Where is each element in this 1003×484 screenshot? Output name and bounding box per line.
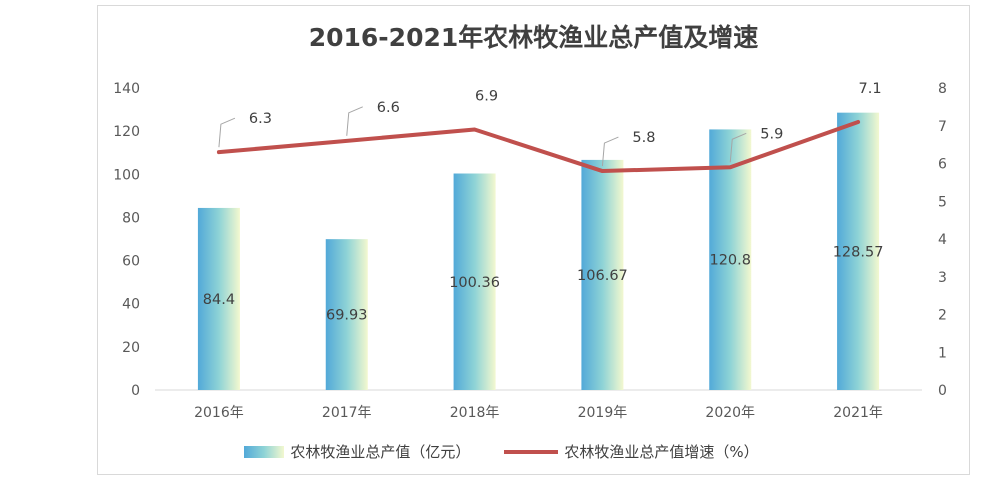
chart-title: 2016-2021年农林牧渔业总产值及增速 — [308, 23, 759, 52]
line-point — [345, 139, 349, 143]
legend-label-bar: 农林牧渔业总产值（亿元） — [290, 443, 471, 461]
line-label-leader — [346, 106, 363, 136]
y-left-tick-label: 120 — [113, 124, 140, 140]
bar-data-label: 106.67 — [577, 268, 628, 284]
line-data-label: 6.3 — [249, 111, 272, 127]
y-left-tick-label: 100 — [113, 167, 140, 183]
line-data-label: 6.6 — [377, 100, 400, 116]
legend-swatch-line — [504, 449, 559, 454]
line-label-leader — [729, 132, 747, 163]
line-data-label: 5.9 — [760, 126, 783, 142]
line-point — [856, 120, 860, 124]
line-data-label: 6.9 — [475, 89, 498, 105]
bar — [197, 207, 240, 390]
y-right-tick-label: 6 — [938, 157, 947, 173]
y-left-tick-label: 40 — [122, 297, 140, 313]
y-right-tick-label: 2 — [938, 308, 947, 324]
chart-frame — [97, 5, 970, 475]
bar — [837, 112, 880, 391]
y-left-tick-label: 140 — [113, 81, 140, 97]
legend-item-line: 农林牧渔业总产值增速（%） — [504, 441, 759, 462]
line-data-label: 7.1 — [859, 81, 882, 97]
bar — [325, 239, 368, 390]
bar — [453, 173, 496, 390]
y-right-tick-label: 7 — [938, 119, 947, 135]
x-tick-label: 2018年 — [450, 405, 500, 421]
line-point — [217, 150, 221, 154]
y-left-tick-label: 60 — [122, 254, 140, 270]
legend-label-line: 农林牧渔业总产值增速（%） — [564, 443, 759, 461]
y-left-tick-label: 20 — [122, 340, 140, 356]
bar-data-label: 69.93 — [326, 308, 368, 324]
x-tick-label: 2020年 — [705, 405, 755, 421]
line-point — [728, 165, 732, 169]
bar-data-label: 84.4 — [203, 292, 235, 308]
y-left-tick-label: 0 — [131, 383, 140, 399]
legend-swatch-bar — [244, 445, 285, 458]
x-tick-label: 2017年 — [322, 405, 372, 421]
x-tick-label: 2021年 — [833, 405, 883, 421]
growth-line — [216, 119, 861, 174]
x-tick-label: 2016年 — [194, 405, 244, 421]
bar-data-label: 100.36 — [449, 275, 500, 291]
y-right-tick-label: 5 — [938, 194, 947, 210]
bar-data-label: 120.8 — [709, 253, 751, 269]
chart-legend: 农林牧渔业总产值（亿元） 农林牧渔业总产值增速（%） — [0, 441, 1003, 462]
y-right-tick-label: 8 — [938, 81, 947, 97]
bar-data-label: 128.57 — [833, 244, 884, 260]
y-right-tick-label: 1 — [938, 345, 947, 361]
legend-item-bar: 农林牧渔业总产值（亿元） — [244, 441, 470, 462]
line-point — [473, 128, 477, 132]
bar — [709, 129, 752, 390]
y-right-tick-label: 0 — [938, 383, 947, 399]
y-right-tick-label: 4 — [938, 232, 947, 248]
bar — [581, 159, 624, 390]
x-tick-label: 2019年 — [578, 405, 628, 421]
line-label-leader — [218, 117, 236, 148]
line-label-leader — [601, 136, 619, 167]
line-data-label: 5.8 — [632, 130, 655, 146]
y-right-tick-label: 3 — [938, 270, 947, 286]
y-left-tick-label: 80 — [122, 210, 140, 226]
line-point — [600, 169, 604, 173]
